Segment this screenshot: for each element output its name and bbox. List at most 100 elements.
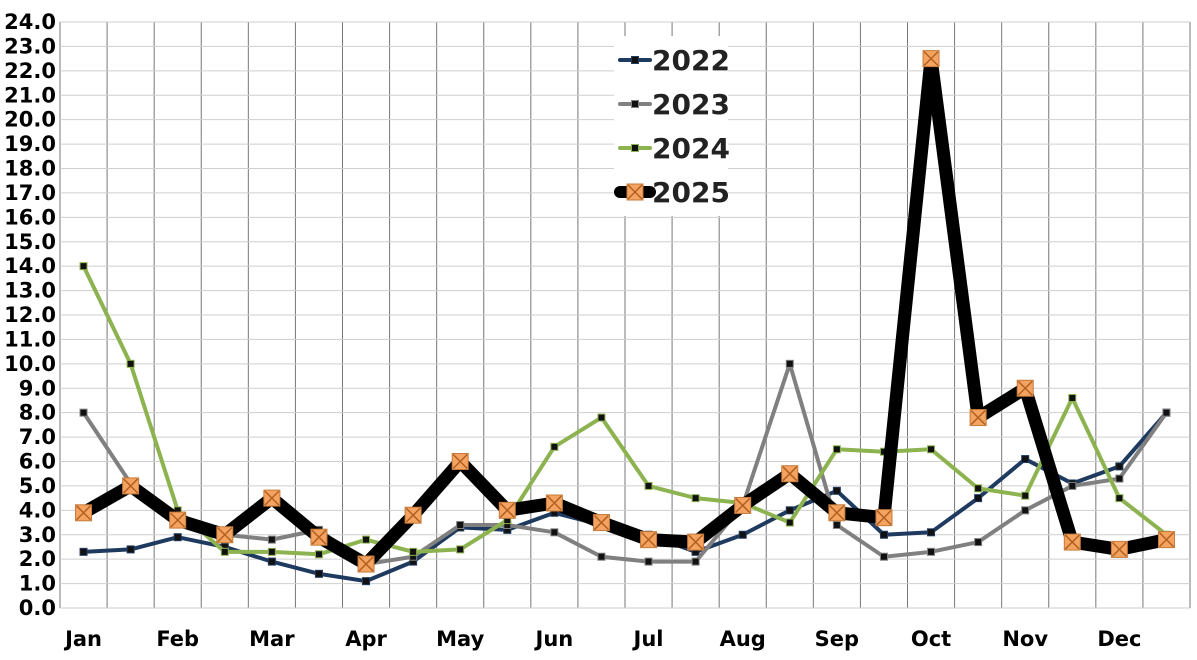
data-point-cross: [829, 505, 845, 521]
data-point-2025: [687, 533, 705, 551]
data-point-cross: [1111, 541, 1127, 557]
data-point-cross: [217, 527, 233, 543]
y-tick-label: 14.0: [4, 254, 56, 278]
data-point-cross: [970, 410, 986, 426]
y-tick-label: 1.0: [19, 572, 56, 596]
x-tick-label: Apr: [345, 627, 387, 651]
data-point-2022: [785, 506, 794, 515]
data-point-2024: [974, 484, 983, 493]
y-tick-label: 3.0: [19, 523, 56, 547]
y-tick-label: 6.0: [19, 450, 56, 474]
data-point-cross: [688, 534, 704, 550]
x-tick-label: Jun: [534, 627, 574, 651]
data-point-cross: [1064, 534, 1080, 550]
data-point-2024: [220, 547, 229, 556]
data-point-2025: [640, 531, 658, 549]
data-point-2024: [785, 518, 794, 527]
data-point-2025: [263, 489, 281, 507]
data-point-cross: [170, 512, 186, 528]
y-tick-label: 4.0: [19, 498, 56, 522]
legend-item-2024: 2024: [618, 132, 730, 165]
data-point-2022: [314, 569, 323, 578]
data-point-2023: [1115, 474, 1124, 483]
data-point-2022: [927, 528, 936, 537]
data-point-2025: [875, 509, 893, 527]
data-point-2022: [79, 547, 88, 556]
legend-swatch-marker: [631, 100, 639, 108]
data-point-2025: [122, 477, 140, 495]
x-tick-label: Sep: [815, 627, 859, 651]
y-tick-label: 15.0: [4, 230, 56, 254]
data-point-2023: [644, 557, 653, 566]
data-point-cross: [264, 490, 280, 506]
data-point-2025: [922, 50, 940, 68]
legend-swatch-cross: [627, 184, 643, 200]
y-tick-label: 22.0: [4, 59, 56, 83]
data-point-2023: [879, 552, 888, 561]
data-point-2025: [592, 514, 610, 532]
data-point-2024: [927, 445, 936, 454]
data-point-2022: [1021, 455, 1030, 464]
y-tick-label: 23.0: [4, 34, 56, 58]
series-line-2024: [81, 264, 1169, 557]
data-point-2022: [879, 530, 888, 539]
data-point-cross: [311, 529, 327, 545]
data-point-cross: [593, 515, 609, 531]
data-point-2024: [644, 481, 653, 490]
data-point-2025: [310, 528, 328, 546]
data-point-2023: [597, 552, 606, 561]
legend-label: 2023: [652, 88, 730, 121]
legend-item-2025: 2025: [614, 176, 730, 209]
y-tick-label: 0.0: [19, 596, 56, 620]
data-point-2023: [1068, 481, 1077, 490]
data-point-2025: [545, 494, 563, 512]
data-point-2025: [828, 504, 846, 522]
data-point-2023: [927, 547, 936, 556]
data-point-2024: [409, 547, 418, 556]
data-point-2025: [169, 511, 187, 529]
data-point-2024: [1068, 394, 1077, 403]
data-point-2023: [691, 557, 700, 566]
data-point-cross: [782, 466, 798, 482]
y-tick-label: 21.0: [4, 83, 56, 107]
data-point-2023: [550, 528, 559, 537]
y-tick-label: 19.0: [4, 132, 56, 156]
data-point-2025: [451, 453, 469, 470]
y-tick-label: 11.0: [4, 327, 56, 351]
data-point-2024: [126, 359, 135, 368]
y-tick-label: 8.0: [19, 401, 56, 425]
x-tick-label: Nov: [1002, 627, 1048, 651]
y-tick-label: 2.0: [19, 547, 56, 571]
data-point-2022: [126, 545, 135, 554]
data-point-2024: [550, 442, 559, 451]
data-point-cross: [641, 532, 657, 548]
data-point-cross: [76, 505, 92, 521]
y-tick-label: 17.0: [4, 181, 56, 205]
data-point-cross: [358, 556, 374, 572]
data-point-2025: [357, 555, 375, 573]
data-point-2023: [1162, 408, 1171, 417]
y-tick-label: 20.0: [4, 108, 56, 132]
data-point-cross: [1158, 532, 1174, 548]
legend-item-2022: 2022: [618, 44, 730, 77]
data-point-2023: [456, 520, 465, 529]
data-point-cross: [499, 502, 515, 518]
data-point-2024: [456, 545, 465, 554]
legend-label: 2024: [652, 132, 730, 165]
data-point-2022: [832, 486, 841, 495]
series-2024: [79, 262, 1171, 559]
data-point-2024: [1115, 494, 1124, 503]
data-point-2022: [173, 533, 182, 542]
data-point-2025: [498, 501, 516, 519]
data-point-2025: [1157, 531, 1175, 549]
data-point-2025: [734, 496, 752, 514]
data-point-2025: [781, 465, 799, 483]
data-point-cross: [923, 51, 939, 67]
data-point-2025: [404, 506, 422, 524]
data-point-2024: [267, 547, 276, 556]
x-tick-label: Mar: [249, 627, 295, 651]
data-point-2024: [597, 413, 606, 422]
data-point-2023: [79, 408, 88, 417]
data-point-cross: [123, 478, 139, 494]
